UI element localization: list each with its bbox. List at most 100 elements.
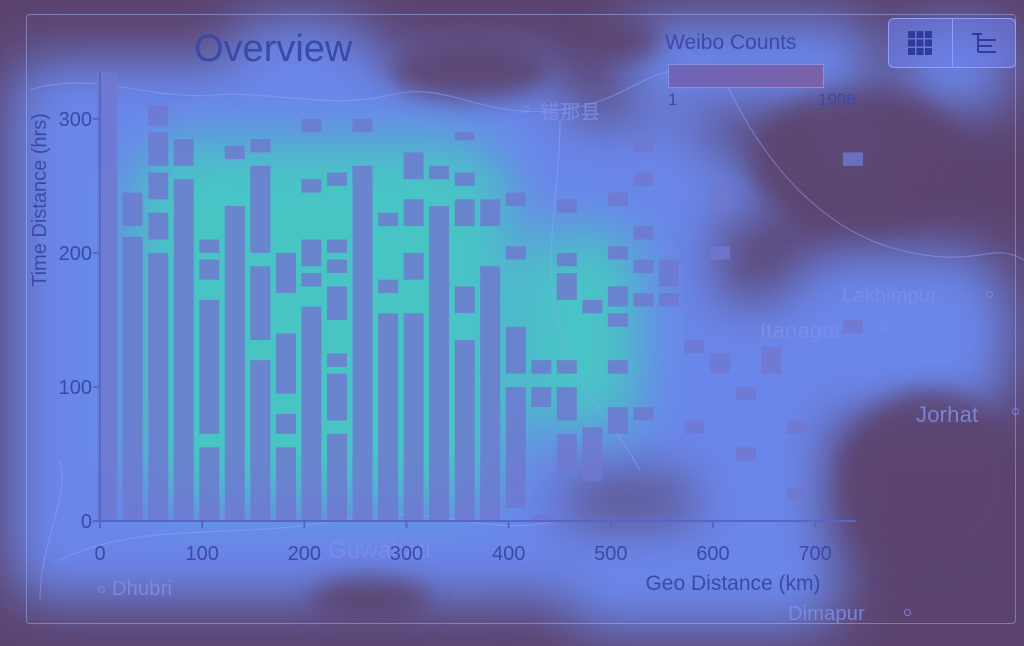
heatmap-cell[interactable]	[659, 260, 679, 287]
heatmap-cell[interactable]	[736, 447, 756, 460]
heatmap-cell[interactable]	[327, 434, 347, 521]
heatmap-cell[interactable]	[843, 320, 863, 333]
heatmap-cell[interactable]	[634, 407, 654, 420]
heatmap-cell[interactable]	[608, 360, 628, 373]
heatmap-cell[interactable]	[123, 193, 143, 227]
heatmap-cell[interactable]	[174, 139, 194, 166]
heatmap-cell[interactable]	[455, 173, 475, 186]
heatmap-cell[interactable]	[250, 360, 270, 521]
heatmap-cell[interactable]	[531, 387, 551, 407]
heatmap-cell[interactable]	[378, 280, 398, 293]
heatmap-cell[interactable]	[327, 173, 347, 186]
heatmap-cell[interactable]	[634, 226, 654, 239]
heatmap-cell[interactable]	[353, 166, 373, 521]
heatmap-cell[interactable]	[327, 240, 347, 253]
heatmap-cell[interactable]	[327, 260, 347, 273]
heatmap-cell[interactable]	[455, 132, 475, 140]
heatmap-cell[interactable]	[327, 286, 347, 320]
heatmap-cell[interactable]	[506, 246, 526, 259]
heatmap-cell[interactable]	[404, 199, 424, 226]
heatmap-cell[interactable]	[531, 360, 551, 373]
heatmap-cell[interactable]	[455, 286, 475, 313]
heatmap-cell[interactable]	[250, 266, 270, 340]
x-axis-label: Geo Distance (km)	[645, 572, 820, 595]
heatmap-cell[interactable]	[557, 253, 577, 266]
heatmap-cell[interactable]	[276, 333, 296, 393]
heatmap-cell[interactable]	[455, 199, 475, 226]
x-tick-label: 500	[594, 543, 627, 565]
heatmap-cell[interactable]	[608, 286, 628, 306]
heatmap-cell[interactable]	[148, 173, 168, 200]
heatmap-cell[interactable]	[608, 313, 628, 326]
heatmap-cell[interactable]	[736, 387, 756, 400]
heatmap-cell[interactable]	[123, 237, 143, 521]
heatmap-cell[interactable]	[557, 387, 577, 421]
heatmap-cell[interactable]	[404, 152, 424, 179]
heatmap-cell[interactable]	[301, 119, 321, 132]
heatmap-cell[interactable]	[429, 166, 449, 179]
heatmap-cell[interactable]	[301, 273, 321, 286]
heatmap-cell[interactable]	[148, 106, 168, 126]
y-tick-label: 300	[59, 109, 92, 131]
heatmap-cell[interactable]	[250, 166, 270, 253]
heatmap-cell[interactable]	[582, 300, 602, 313]
heatmap-cell[interactable]	[429, 206, 449, 521]
heatmap-cell[interactable]	[480, 199, 500, 226]
x-tick-label: 600	[696, 543, 729, 565]
heatmap-cell[interactable]	[225, 146, 245, 159]
heatmap-cell[interactable]	[710, 186, 730, 213]
y-tick-label: 0	[81, 511, 92, 533]
heatmap-cell[interactable]	[199, 447, 219, 521]
heatmap-cell[interactable]	[404, 313, 424, 521]
heatmap-cell[interactable]	[378, 313, 398, 521]
heatmap-cell[interactable]	[301, 179, 321, 192]
heatmap-cell[interactable]	[659, 293, 679, 306]
heatmap-cell[interactable]	[557, 199, 577, 212]
heatmap-cell[interactable]	[634, 173, 654, 186]
heatmap-cell[interactable]	[199, 240, 219, 253]
heatmap-cell[interactable]	[148, 213, 168, 240]
heatmap-cell[interactable]	[455, 340, 475, 521]
heatmap-cell[interactable]	[276, 253, 296, 293]
heatmap-cell[interactable]	[276, 414, 296, 434]
heatmap-cell[interactable]	[353, 119, 373, 132]
heatmap-cell[interactable]	[608, 193, 628, 206]
heatmap-cell[interactable]	[634, 139, 654, 152]
heatmap-cell[interactable]	[506, 327, 526, 374]
heatmap-cell[interactable]	[582, 427, 602, 481]
heatmap-cell[interactable]	[710, 246, 730, 259]
heatmap-cell[interactable]	[557, 434, 577, 474]
heatmap-cell[interactable]	[787, 421, 807, 434]
heatmap-cell[interactable]	[404, 253, 424, 280]
heatmap-cell[interactable]	[634, 260, 654, 273]
heatmap-cell[interactable]	[276, 447, 296, 521]
heatmap-cell[interactable]	[843, 152, 863, 165]
heatmap-cell[interactable]	[199, 260, 219, 280]
y-axis-label: Time Distance (hrs)	[29, 113, 51, 287]
heatmap-cell[interactable]	[148, 253, 168, 521]
heatmap-cell[interactable]	[787, 488, 807, 501]
heatmap-cell[interactable]	[327, 374, 347, 421]
heatmap-cell[interactable]	[250, 139, 270, 152]
heatmap-cell[interactable]	[148, 132, 168, 166]
heatmap-cell[interactable]	[506, 387, 526, 508]
heatmap-cell[interactable]	[199, 300, 219, 434]
heatmap-cell[interactable]	[761, 347, 781, 374]
heatmap-cell[interactable]	[608, 407, 628, 434]
heatmap-cell[interactable]	[710, 354, 730, 374]
heatmap-cell[interactable]	[174, 179, 194, 521]
heatmap-cell[interactable]	[685, 340, 705, 353]
heatmap-cell[interactable]	[301, 307, 321, 521]
heatmap-cell[interactable]	[378, 213, 398, 226]
heatmap-cell[interactable]	[301, 240, 321, 267]
heatmap-cell[interactable]	[557, 273, 577, 300]
heatmap-cell[interactable]	[608, 246, 628, 259]
heatmap-cell[interactable]	[557, 360, 577, 373]
heatmap-cell[interactable]	[327, 354, 347, 367]
heatmap-cell[interactable]	[480, 266, 500, 521]
heatmap-cell[interactable]	[225, 206, 245, 521]
heatmap-cell[interactable]	[634, 293, 654, 306]
heatmap-cell[interactable]	[685, 421, 705, 434]
heatmap-cell[interactable]	[506, 193, 526, 206]
